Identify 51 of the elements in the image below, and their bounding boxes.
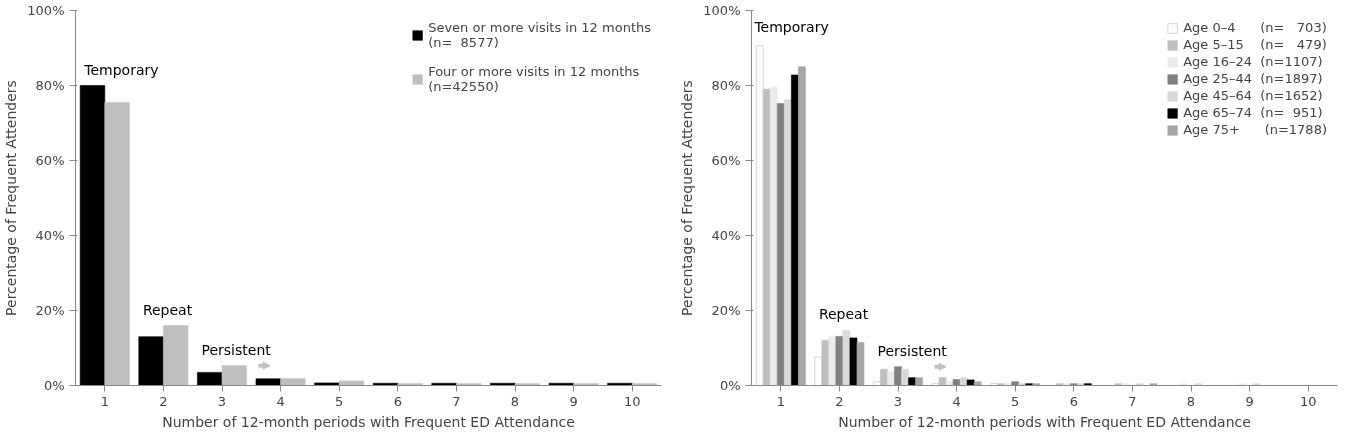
legend-label: Age 16–24 (n=1107)	[1183, 54, 1323, 69]
x-tick-label: 6	[393, 393, 402, 409]
x-tick-label: 7	[1128, 393, 1137, 409]
legend-label: Age 65–74 (n= 951)	[1183, 105, 1323, 120]
y-tick-label: 60%	[711, 153, 741, 168]
x-tick-label: 3	[217, 393, 227, 409]
x-tick-label: 9	[569, 393, 578, 409]
x-tick-label: 7	[452, 393, 461, 409]
annotation: Persistent	[201, 341, 272, 358]
y-tick-label: 80%	[711, 78, 741, 93]
y-tick-label: 80%	[35, 78, 65, 93]
legend-label: Age 5–15 (n= 479)	[1183, 37, 1327, 52]
legend-label: Age 45–64 (n=1652)	[1183, 88, 1323, 103]
y-tick-label: 60%	[35, 153, 65, 168]
y-tick-label: 40%	[35, 228, 65, 243]
y-tick-label: 20%	[711, 303, 741, 318]
legend-label: Seven or more visits in 12 months (n= 8577)	[428, 20, 651, 50]
y-axis-title: Percentage of Frequent Attenders	[679, 80, 696, 316]
x-tick-label: 2	[835, 393, 844, 409]
annotation: Temporary	[83, 61, 159, 78]
x-tick-label: 4	[952, 393, 961, 409]
x-tick-label: 9	[1245, 393, 1254, 409]
x-tick-label: 5	[335, 393, 344, 409]
x-tick-label: 1	[776, 393, 785, 409]
x-tick-label: 4	[276, 393, 285, 409]
y-tick-label: 100%	[703, 3, 741, 18]
legend-label: Age 75+ (n=1788)	[1183, 122, 1327, 137]
x-axis-title: Number of 12-month periods with Frequent ED Attendance	[162, 413, 575, 430]
y-tick-label: 0%	[43, 378, 65, 393]
x-tick-label: 6	[1069, 393, 1078, 409]
y-tick-label: 0%	[719, 378, 741, 393]
legend-label: Age 0–4 (n= 703)	[1183, 20, 1327, 35]
y-tick-label: 40%	[711, 228, 741, 243]
y-axis-title: Percentage of Frequent Attenders	[3, 80, 20, 316]
x-tick-label: 2	[159, 393, 168, 409]
annotation: Persistent	[877, 342, 948, 359]
annotation: Temporary	[753, 18, 829, 35]
annotation: Repeat	[818, 306, 869, 323]
y-tick-label: 100%	[27, 3, 65, 18]
x-tick-label: 8	[1186, 393, 1196, 409]
x-tick-label: 10	[623, 393, 641, 409]
legend-label: Four or more visits in 12 months (n=42550)	[428, 64, 640, 94]
annotation: Repeat	[142, 301, 193, 318]
x-tick-label: 8	[510, 393, 520, 409]
x-tick-label: 1	[100, 393, 109, 409]
x-tick-label: 5	[1011, 393, 1020, 409]
y-tick-label: 20%	[35, 303, 65, 318]
x-axis-title: Number of 12-month periods with Frequent ED Attendance	[838, 413, 1251, 430]
x-tick-label: 10	[1299, 393, 1317, 409]
legend-label: Age 25–44 (n=1897)	[1183, 71, 1323, 86]
x-tick-label: 3	[893, 393, 903, 409]
